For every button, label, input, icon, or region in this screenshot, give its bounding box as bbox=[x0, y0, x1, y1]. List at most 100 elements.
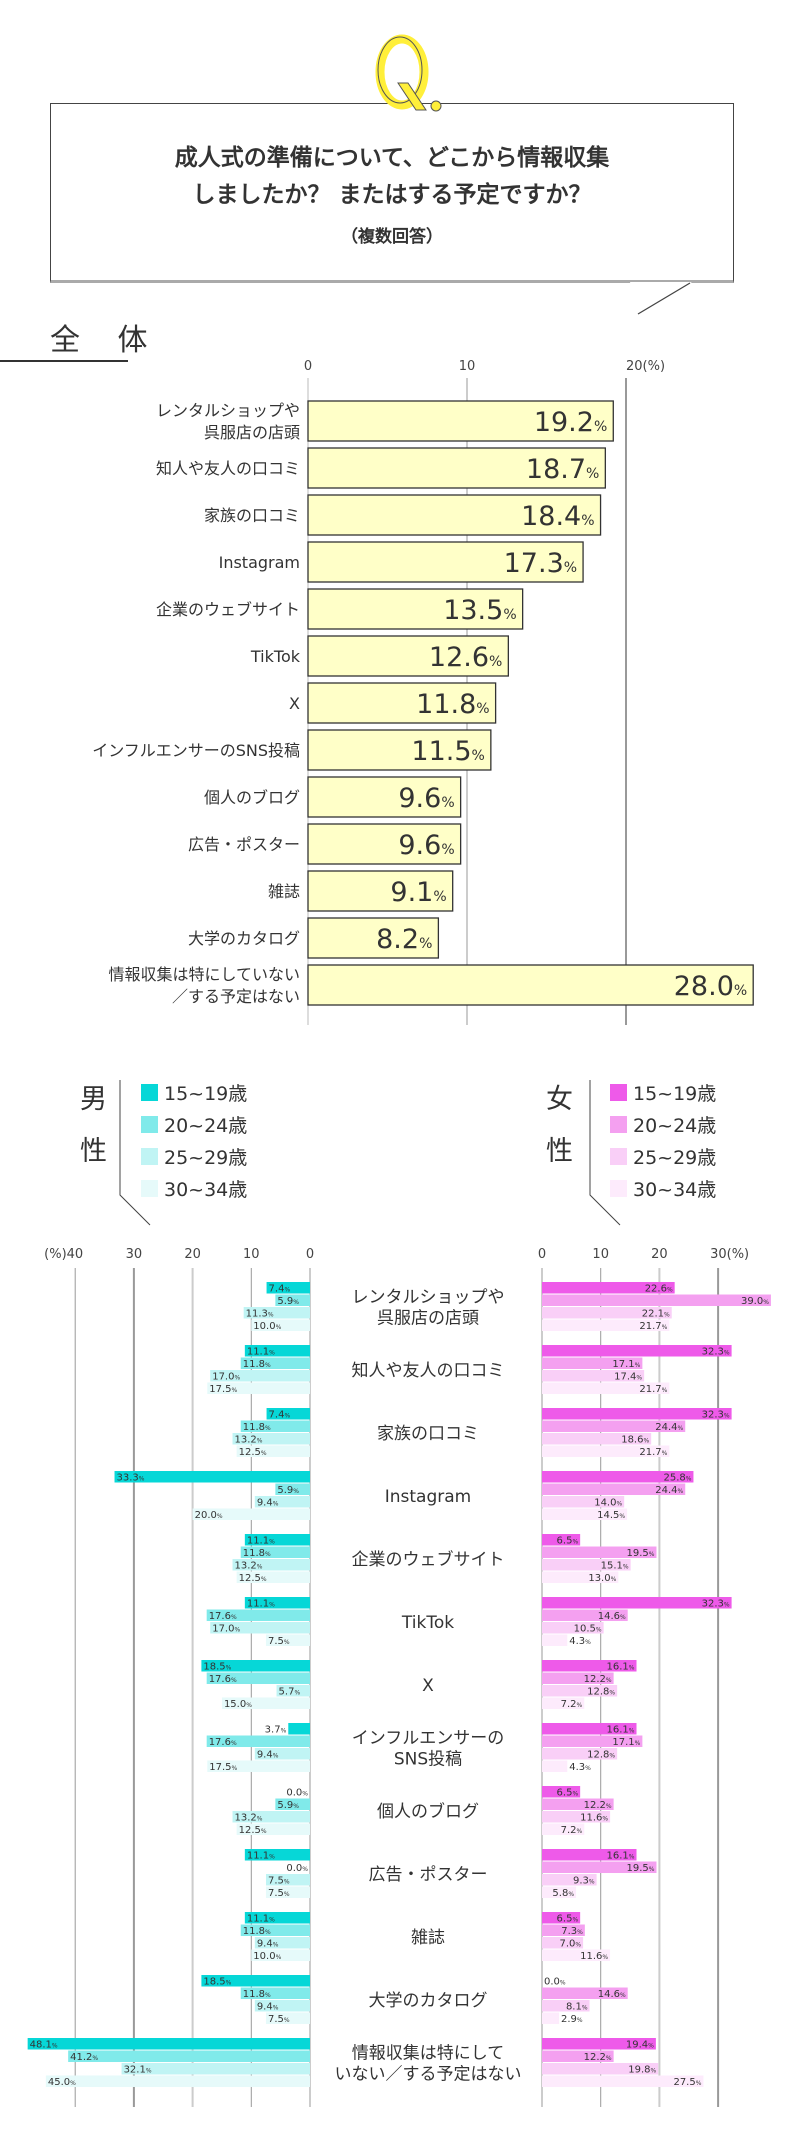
bar-value-number: 18.5 bbox=[203, 1662, 225, 1673]
bar bbox=[266, 1282, 310, 1294]
bar bbox=[307, 588, 524, 630]
bar bbox=[307, 776, 462, 818]
category-label: レンタルショップや bbox=[156, 401, 300, 420]
bar-value-number: 18.6 bbox=[621, 1435, 643, 1446]
bar-value-label: 17.3% bbox=[504, 548, 577, 579]
bar-value-label: 3.7% bbox=[265, 1725, 287, 1736]
bar-value-number: 32.3 bbox=[702, 1410, 724, 1421]
bar-value-unit: % bbox=[92, 2055, 98, 2062]
bar-value-label: 41.2% bbox=[70, 2052, 98, 2063]
bar-value-number: 48.1 bbox=[30, 2040, 52, 2051]
bar-value-number: 0.0 bbox=[286, 1788, 302, 1799]
bar bbox=[542, 1483, 686, 1495]
bar-value-label: 9.4% bbox=[257, 1939, 279, 1950]
category-label: TikTok bbox=[401, 1613, 454, 1633]
bar-value-number: 11.5 bbox=[411, 736, 471, 767]
bar-value-label: 11.8% bbox=[243, 1422, 271, 1433]
bar-value-unit: % bbox=[294, 1690, 300, 1697]
bar-value-number: 11.1 bbox=[247, 1347, 269, 1358]
bar-value-unit: % bbox=[635, 1740, 641, 1747]
bar bbox=[542, 1559, 631, 1571]
bar-value-unit: % bbox=[261, 1450, 267, 1457]
question-note: （複数回答） bbox=[341, 227, 443, 247]
category-label: 広告・ポスター bbox=[188, 835, 300, 854]
bar-value-unit: % bbox=[234, 1627, 240, 1634]
legend-label: 20~24歳 bbox=[633, 1115, 716, 1137]
bar bbox=[236, 1571, 310, 1583]
bar-value-label: 11.8% bbox=[416, 689, 489, 720]
bar bbox=[307, 729, 492, 771]
bar-value-label: 21.7% bbox=[639, 1384, 667, 1395]
bar-value-number: 14.0 bbox=[594, 1498, 616, 1509]
bar-value-number: 7.3 bbox=[561, 1926, 577, 1937]
bar bbox=[542, 1672, 614, 1684]
bar-value-unit: % bbox=[629, 1665, 635, 1672]
legend-swatch bbox=[610, 1084, 627, 1101]
bar bbox=[542, 1849, 637, 1861]
bar-value-label: 22.1% bbox=[642, 1309, 670, 1320]
bar-value-number: 13.0 bbox=[588, 1573, 610, 1584]
bar-value-number: 41.2 bbox=[70, 2052, 92, 2063]
bar-value-label: 12.5% bbox=[239, 1825, 267, 1836]
legend-label: 15~19歳 bbox=[633, 1083, 716, 1105]
bar-value-label: 32.3% bbox=[702, 1599, 730, 1610]
bar bbox=[542, 1861, 657, 1873]
bar-value-unit: % bbox=[636, 1375, 642, 1382]
bar-value-unit: % bbox=[269, 1602, 275, 1609]
bar-value-label: 17.6% bbox=[209, 1674, 237, 1685]
bar-value-label: 11.1% bbox=[247, 1536, 275, 1547]
bar-value-unit: % bbox=[696, 2080, 702, 2087]
bar-value-number: 4.3 bbox=[569, 1762, 585, 1773]
bar-value-number: 25.8 bbox=[663, 1473, 685, 1484]
bar-value-label: 9.3% bbox=[573, 1876, 595, 1887]
bar-value-unit: % bbox=[724, 1602, 730, 1609]
bar bbox=[307, 682, 497, 724]
bar-value-label: 0.0% bbox=[286, 1863, 308, 1874]
bar-value-unit: % bbox=[257, 1438, 263, 1445]
bar bbox=[542, 1823, 585, 1835]
axis-tick-label: 30(%) bbox=[710, 1247, 749, 1262]
bar-value-unit: % bbox=[293, 1299, 299, 1306]
bar-value-number: 12.6 bbox=[429, 642, 489, 673]
bar-value-label: 19.5% bbox=[626, 1863, 654, 1874]
bar bbox=[307, 917, 440, 959]
bar-value-unit: % bbox=[284, 1413, 290, 1420]
bar-value-unit: % bbox=[623, 1564, 629, 1571]
bar-value-unit: % bbox=[651, 2068, 657, 2075]
bar-value-number: 8.2 bbox=[376, 924, 419, 955]
bar-value-unit: % bbox=[302, 1791, 308, 1798]
bar-value-unit: % bbox=[606, 1803, 612, 1810]
bar-value-unit: % bbox=[648, 2043, 654, 2050]
bar-value-label: 13.5% bbox=[443, 595, 516, 626]
bar-value-number: 5.8 bbox=[552, 1888, 568, 1899]
bar bbox=[121, 2063, 310, 2075]
overall-heading-underline bbox=[0, 360, 128, 362]
bar-value-label: 7.5% bbox=[268, 2014, 290, 2025]
bar-value-number: 19.5 bbox=[626, 1548, 648, 1559]
category-label: 企業のウェブサイト bbox=[156, 600, 300, 619]
bar-value-label: 21.7% bbox=[639, 1447, 667, 1458]
axis-tick-label: 10 bbox=[459, 359, 476, 374]
bar-value-number: 45.0 bbox=[48, 2077, 70, 2088]
bar bbox=[244, 1597, 310, 1609]
bar-value-unit: % bbox=[52, 2043, 58, 2050]
bar bbox=[542, 2050, 614, 2062]
bar-value-label: 9.4% bbox=[257, 1498, 279, 1509]
category-label: 大学のカタログ bbox=[369, 1991, 488, 2011]
bar-value-label: 11.1% bbox=[247, 1599, 275, 1610]
bar-value-unit: % bbox=[664, 1312, 670, 1319]
bar-value-label: 14.6% bbox=[598, 1989, 626, 2000]
bar-value-label: 6.5% bbox=[557, 1536, 579, 1547]
bar-value-label: 7.2% bbox=[561, 1825, 583, 1836]
bar-value-number: 11.1 bbox=[247, 1599, 269, 1610]
bar-value-unit: % bbox=[273, 1753, 279, 1760]
bar bbox=[240, 1987, 310, 1999]
bar-value-unit: % bbox=[620, 1614, 626, 1621]
bar-value-label: 7.5% bbox=[268, 1888, 290, 1899]
bar-value-label: 19.5% bbox=[626, 1548, 654, 1559]
bar-value-unit: % bbox=[616, 1501, 622, 1508]
bar-value-label: 14.0% bbox=[594, 1498, 622, 1509]
question-line-1: 成人式の準備について、どこから情報収集 bbox=[174, 145, 610, 171]
bar bbox=[266, 1408, 310, 1420]
bar bbox=[307, 494, 602, 536]
